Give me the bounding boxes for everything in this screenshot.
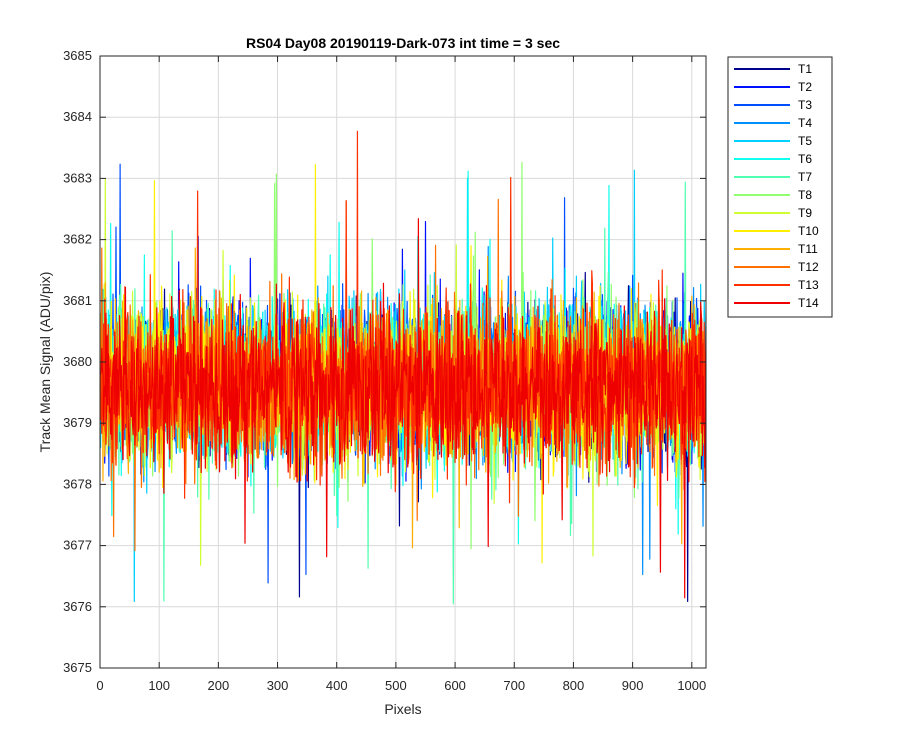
x-tick-label: 600 [444, 678, 466, 693]
series-line-t13 [100, 130, 706, 504]
legend-label: T7 [798, 170, 812, 184]
legend-item-t8: T8 [734, 188, 812, 202]
legend-box [727, 56, 833, 318]
legend: T1 T2 T3 T4 T5 T6 T7 T8 T9 T10 T11 T12 T13 T14 [727, 56, 833, 318]
legend-item-t4: T4 [734, 116, 812, 130]
x-tick-label: 700 [503, 678, 525, 693]
tick-layer: 0 100 200 300 400 500 600 700 800 900 1000 3675 3676… [63, 48, 706, 693]
y-tick-label: 3677 [63, 538, 92, 553]
plot-area: 0 100 200 300 400 500 600 700 800 900 1000 3675 3676… [63, 48, 707, 693]
legend-label: T12 [798, 260, 819, 274]
y-tick-label: 3681 [63, 293, 92, 308]
y-tick-label: 3676 [63, 599, 92, 614]
legend-item-t9: T9 [734, 206, 812, 220]
x-tick-label: 800 [563, 678, 585, 693]
legend-label: T3 [798, 98, 812, 112]
y-tick-label: 3684 [63, 109, 92, 124]
x-tick-label: 900 [622, 678, 644, 693]
legend-item-t11: T11 [734, 242, 818, 256]
x-tick-label: 200 [208, 678, 230, 693]
legend-label: T9 [798, 206, 812, 220]
legend-item-t1: T1 [734, 62, 812, 76]
legend-label: T14 [798, 296, 819, 310]
legend-label: T13 [798, 278, 819, 292]
series-layer [100, 130, 706, 605]
legend-item-t2: T2 [734, 80, 812, 94]
legend-item-t10: T10 [734, 224, 819, 238]
x-tick-label: 400 [326, 678, 348, 693]
legend-item-t7: T7 [734, 170, 812, 184]
legend-label: T1 [798, 62, 812, 76]
legend-item-t3: T3 [734, 98, 812, 112]
y-tick-label: 3675 [63, 660, 92, 675]
x-axis-label: Pixels [384, 701, 421, 717]
y-tick-label: 3682 [63, 232, 92, 247]
y-axis-label: Track Mean Signal (ADU/pix) [37, 272, 53, 453]
x-tick-label: 500 [385, 678, 407, 693]
x-tick-label: 300 [267, 678, 289, 693]
y-tick-label: 3680 [63, 354, 92, 369]
legend-item-t6: T6 [734, 152, 812, 166]
legend-item-t5: T5 [734, 134, 812, 148]
x-tick-label: 1000 [677, 678, 706, 693]
y-tick-label: 3683 [63, 170, 92, 185]
y-tick-label: 3679 [63, 415, 92, 430]
legend-item-t13: T13 [734, 278, 819, 292]
y-tick-label: 3685 [63, 48, 92, 63]
y-tick-label: 3678 [63, 476, 92, 491]
legend-label: T11 [798, 242, 818, 256]
x-tick-label: 100 [148, 678, 170, 693]
x-tick-label: 0 [96, 678, 103, 693]
legend-label: T4 [798, 116, 812, 130]
legend-label: T8 [798, 188, 812, 202]
legend-item-t12: T12 [734, 260, 819, 274]
legend-items: T1 T2 T3 T4 T5 T6 T7 T8 T9 T10 T11 T12 T13 T14 [734, 62, 819, 310]
legend-label: T6 [798, 152, 812, 166]
series-line-t14 [100, 218, 706, 599]
legend-label: T2 [798, 80, 812, 94]
legend-item-t14: T14 [734, 296, 819, 310]
legend-label: T5 [798, 134, 812, 148]
chart-title: RS04 Day08 20190119-Dark-073 int time = … [246, 35, 560, 51]
legend-label: T10 [798, 224, 819, 238]
